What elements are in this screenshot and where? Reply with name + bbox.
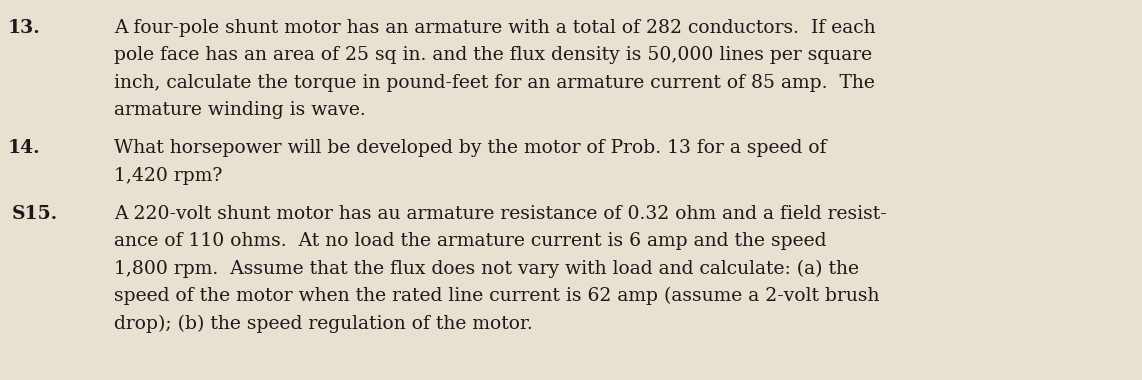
Text: pole face has an area of 25 sq in. and the flux density is 50,000 lines per squa: pole face has an area of 25 sq in. and t… (114, 46, 872, 64)
Text: 13.: 13. (8, 19, 40, 37)
Text: 1,420 rpm?: 1,420 rpm? (114, 167, 223, 185)
Text: 14.: 14. (8, 139, 40, 157)
Text: 1,800 rpm.  Assume that the flux does not vary with load and calculate: (a) the: 1,800 rpm. Assume that the flux does not… (114, 260, 859, 278)
Text: armature winding is wave.: armature winding is wave. (114, 101, 365, 119)
Text: ance of 110 ohms.  At no load the armature current is 6 amp and the speed: ance of 110 ohms. At no load the armatur… (114, 233, 827, 250)
Text: A four-pole shunt motor has an armature with a total of 282 conductors.  If each: A four-pole shunt motor has an armature … (114, 19, 876, 37)
Text: drop); (b) the speed regulation of the motor.: drop); (b) the speed regulation of the m… (114, 315, 533, 333)
Text: What horsepower will be developed by the motor of Prob. 13 for a speed of: What horsepower will be developed by the… (114, 139, 827, 157)
Text: A 220-volt shunt motor has au armature resistance of 0.32 ohm and a field resist: A 220-volt shunt motor has au armature r… (114, 205, 887, 223)
Text: S15.: S15. (11, 205, 58, 223)
Text: speed of the motor when the rated line current is 62 amp (assume a 2-volt brush: speed of the motor when the rated line c… (114, 287, 879, 306)
Text: inch, calculate the torque in pound-feet for an armature current of 85 amp.  The: inch, calculate the torque in pound-feet… (114, 74, 875, 92)
